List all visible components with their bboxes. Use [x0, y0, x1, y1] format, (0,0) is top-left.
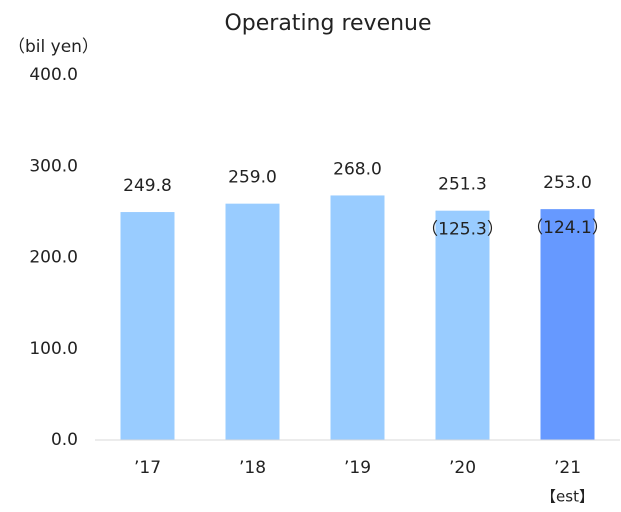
- y-axis-label: （bil yen）: [8, 37, 99, 57]
- y-tick-label: 200.0: [29, 248, 78, 268]
- bar: [330, 195, 385, 440]
- x-tick-label: ’20: [449, 458, 476, 478]
- bar: [435, 210, 490, 440]
- bar: [225, 203, 280, 440]
- y-tick-label: 100.0: [29, 339, 78, 359]
- x-tick-note: 【est】: [541, 488, 594, 506]
- y-tick-label: 400.0: [29, 65, 78, 85]
- x-tick-label: ’19: [344, 458, 371, 478]
- annotation: （125.3）: [421, 220, 504, 240]
- value-label: 268.0: [333, 159, 382, 179]
- x-tick-label: ’18: [239, 458, 266, 478]
- x-tick-label: ’17: [134, 458, 161, 478]
- bar: [540, 209, 595, 440]
- value-label: 249.8: [123, 176, 172, 196]
- chart-title: Operating revenue: [224, 11, 431, 36]
- y-tick-label: 300.0: [29, 156, 78, 176]
- value-label: 251.3: [438, 175, 487, 195]
- value-label: 253.0: [543, 173, 592, 193]
- value-label: 259.0: [228, 168, 277, 188]
- bar: [120, 212, 175, 440]
- x-tick-label: ’21: [554, 458, 581, 478]
- annotation: （124.1）: [526, 218, 609, 238]
- y-tick-label: 0.0: [51, 430, 78, 450]
